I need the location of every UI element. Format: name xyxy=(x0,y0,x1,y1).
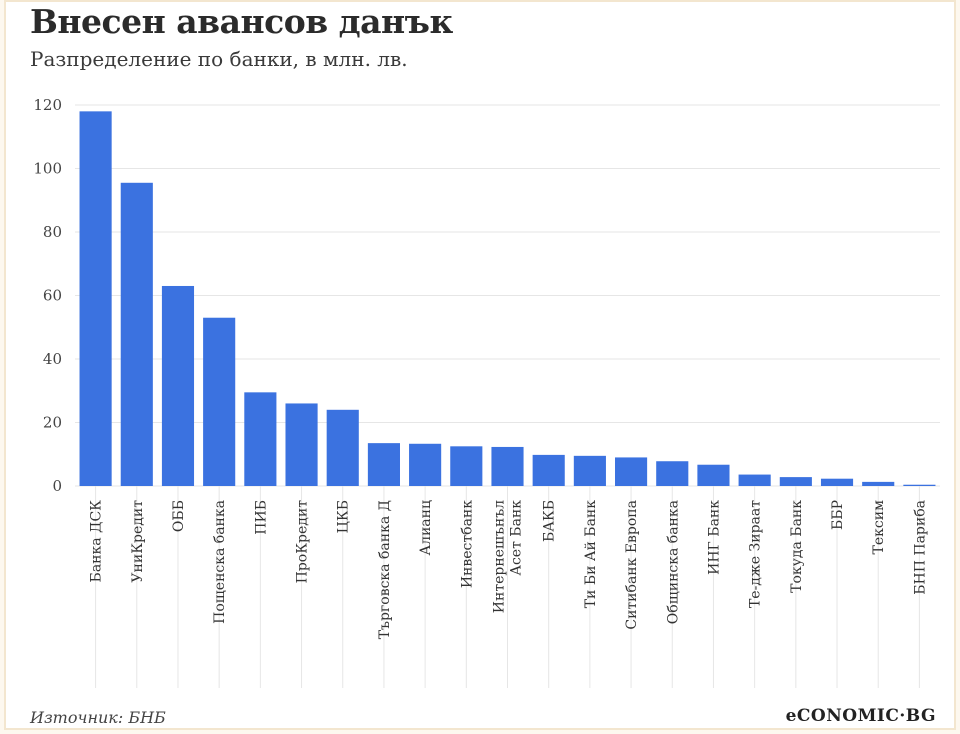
category-label-3: Пощенска банка xyxy=(212,500,228,624)
chart-title: Внесен авансов данък xyxy=(30,2,453,41)
category-label-4: ПИБ xyxy=(253,500,269,535)
chart-subtitle: Разпределение по банки, в млн. лв. xyxy=(30,47,408,71)
y-tick-label-3: 60 xyxy=(43,287,62,305)
bar-17 xyxy=(779,477,812,486)
category-label-line: УниКредит xyxy=(130,500,146,583)
category-label-line: ББР xyxy=(830,500,846,530)
category-label-line: Асет Банк xyxy=(509,500,525,576)
bar-15 xyxy=(697,464,730,486)
category-label-line: Токуда Банк xyxy=(789,500,805,593)
y-tick-label-6: 120 xyxy=(33,96,62,114)
category-label-14: Общинска банка xyxy=(665,500,681,624)
bars xyxy=(79,111,936,486)
bar-7 xyxy=(367,443,400,486)
category-label-line: ЦКБ xyxy=(336,500,352,533)
category-label-15: ИНГ Банк xyxy=(706,500,722,575)
category-label-10: ИнтернешънълАсет Банк xyxy=(492,500,525,613)
bar-3 xyxy=(203,317,236,486)
category-label-13: Ситибанк Европа xyxy=(624,500,640,630)
bar-4 xyxy=(244,392,277,486)
bar-18 xyxy=(820,478,854,486)
y-tick-label-4: 80 xyxy=(43,223,62,241)
category-label-line: Ситибанк Европа xyxy=(624,500,640,630)
category-label-line: Тексим xyxy=(871,500,887,555)
category-label-7: Търговска банка Д xyxy=(377,500,393,639)
bar-20 xyxy=(903,484,936,486)
category-label-line: Общинска банка xyxy=(665,500,681,624)
category-label-line: Интернешънъл xyxy=(492,500,508,613)
y-axis-ticks: 0 20 40 60 80 100 120 xyxy=(33,96,62,495)
category-label-17: Токуда Банк xyxy=(789,500,805,593)
category-label-line: ИНГ Банк xyxy=(706,500,722,575)
y-tick-label-2: 40 xyxy=(43,350,62,368)
category-label-11: БАКБ xyxy=(542,500,558,542)
category-label-line: ПроКредит xyxy=(295,500,311,584)
y-tick-label-5: 100 xyxy=(33,160,62,178)
category-label-line: Пощенска банка xyxy=(212,500,228,624)
category-label-line: БАКБ xyxy=(542,500,558,542)
category-label-line: Те-дже Зираат xyxy=(748,500,764,608)
category-label-16: Те-дже Зираат xyxy=(748,500,764,608)
bar-2 xyxy=(161,285,195,486)
bar-16 xyxy=(738,474,771,486)
bar-6 xyxy=(326,409,359,486)
category-label-20: БНП Париба xyxy=(912,500,928,595)
category-label-9: Инвестбанк xyxy=(459,500,475,588)
bar-10 xyxy=(491,446,524,486)
bar-11 xyxy=(532,454,565,486)
bar-8 xyxy=(409,443,442,486)
category-label-line: Банка ДСК xyxy=(89,500,105,583)
category-label-line: БНП Париба xyxy=(912,500,928,595)
bar-0 xyxy=(79,111,112,486)
category-label-19: Тексим xyxy=(871,500,887,555)
category-label-line: Търговска банка Д xyxy=(377,500,393,639)
source-note: Източник: БНБ xyxy=(30,708,166,727)
category-label-18: ББР xyxy=(830,500,846,530)
bar-19 xyxy=(862,481,895,486)
y-tick-label-0: 0 xyxy=(52,477,62,495)
category-label-1: УниКредит xyxy=(130,500,146,583)
category-label-line: Алианц xyxy=(418,500,434,556)
category-label-5: ПроКредит xyxy=(295,500,311,584)
bar-12 xyxy=(573,455,606,486)
economic-bg-logo: eCONOMIC·BG xyxy=(785,706,936,726)
bar-1 xyxy=(120,182,153,486)
bar-9 xyxy=(450,446,483,486)
category-label-line: ПИБ xyxy=(253,500,269,535)
category-label-8: Алианц xyxy=(418,500,434,556)
bar-13 xyxy=(615,457,648,486)
x-axis-labels: Банка ДСК УниКредит ОББ Пощенска банка ПИБ Пр… xyxy=(89,500,929,640)
category-label-6: ЦКБ xyxy=(336,500,352,533)
category-label-line: ОББ xyxy=(171,500,187,532)
bar-5 xyxy=(285,403,318,486)
category-label-12: Ти Би Ай Банк xyxy=(583,500,599,609)
category-label-line: Ти Би Ай Банк xyxy=(583,500,599,609)
category-label-0: Банка ДСК xyxy=(89,500,105,583)
bar-14 xyxy=(656,461,689,486)
category-label-2: ОББ xyxy=(171,500,187,532)
y-tick-label-1: 20 xyxy=(43,414,62,432)
category-label-line: Инвестбанк xyxy=(459,500,475,588)
